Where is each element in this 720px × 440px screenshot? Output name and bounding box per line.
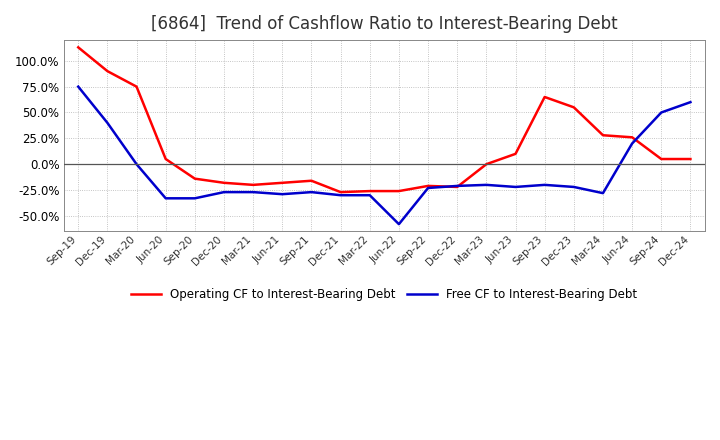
Operating CF to Interest-Bearing Debt — [686, 156, 695, 161]
Free CF to Interest-Bearing Debt — [453, 183, 462, 189]
Free CF to Interest-Bearing Debt — [132, 161, 141, 167]
Operating CF to Interest-Bearing Debt — [161, 156, 170, 161]
Free CF to Interest-Bearing Debt — [540, 182, 549, 187]
Title: [6864]  Trend of Cashflow Ratio to Interest-Bearing Debt: [6864] Trend of Cashflow Ratio to Intere… — [151, 15, 618, 33]
Free CF to Interest-Bearing Debt — [161, 196, 170, 201]
Free CF to Interest-Bearing Debt — [74, 84, 83, 89]
Free CF to Interest-Bearing Debt — [103, 120, 112, 125]
Operating CF to Interest-Bearing Debt — [132, 84, 141, 89]
Free CF to Interest-Bearing Debt — [220, 190, 228, 195]
Legend: Operating CF to Interest-Bearing Debt, Free CF to Interest-Bearing Debt: Operating CF to Interest-Bearing Debt, F… — [127, 283, 642, 306]
Operating CF to Interest-Bearing Debt — [74, 45, 83, 50]
Operating CF to Interest-Bearing Debt — [395, 188, 403, 194]
Line: Free CF to Interest-Bearing Debt: Free CF to Interest-Bearing Debt — [78, 87, 690, 224]
Operating CF to Interest-Bearing Debt — [540, 94, 549, 99]
Operating CF to Interest-Bearing Debt — [366, 188, 374, 194]
Operating CF to Interest-Bearing Debt — [424, 183, 433, 189]
Operating CF to Interest-Bearing Debt — [278, 180, 287, 185]
Operating CF to Interest-Bearing Debt — [336, 190, 345, 195]
Free CF to Interest-Bearing Debt — [191, 196, 199, 201]
Free CF to Interest-Bearing Debt — [336, 193, 345, 198]
Operating CF to Interest-Bearing Debt — [628, 135, 636, 140]
Free CF to Interest-Bearing Debt — [366, 193, 374, 198]
Free CF to Interest-Bearing Debt — [598, 191, 607, 196]
Free CF to Interest-Bearing Debt — [657, 110, 665, 115]
Operating CF to Interest-Bearing Debt — [249, 182, 258, 187]
Free CF to Interest-Bearing Debt — [307, 190, 316, 195]
Free CF to Interest-Bearing Debt — [686, 99, 695, 105]
Line: Operating CF to Interest-Bearing Debt: Operating CF to Interest-Bearing Debt — [78, 48, 690, 192]
Free CF to Interest-Bearing Debt — [278, 191, 287, 197]
Operating CF to Interest-Bearing Debt — [657, 156, 665, 161]
Operating CF to Interest-Bearing Debt — [453, 184, 462, 190]
Operating CF to Interest-Bearing Debt — [482, 161, 491, 167]
Operating CF to Interest-Bearing Debt — [570, 105, 578, 110]
Operating CF to Interest-Bearing Debt — [511, 151, 520, 157]
Operating CF to Interest-Bearing Debt — [598, 132, 607, 138]
Operating CF to Interest-Bearing Debt — [103, 69, 112, 74]
Free CF to Interest-Bearing Debt — [482, 182, 491, 187]
Free CF to Interest-Bearing Debt — [424, 185, 433, 191]
Operating CF to Interest-Bearing Debt — [191, 176, 199, 181]
Operating CF to Interest-Bearing Debt — [307, 178, 316, 183]
Free CF to Interest-Bearing Debt — [628, 141, 636, 146]
Free CF to Interest-Bearing Debt — [249, 190, 258, 195]
Free CF to Interest-Bearing Debt — [570, 184, 578, 190]
Free CF to Interest-Bearing Debt — [395, 221, 403, 227]
Free CF to Interest-Bearing Debt — [511, 184, 520, 190]
Operating CF to Interest-Bearing Debt — [220, 180, 228, 185]
